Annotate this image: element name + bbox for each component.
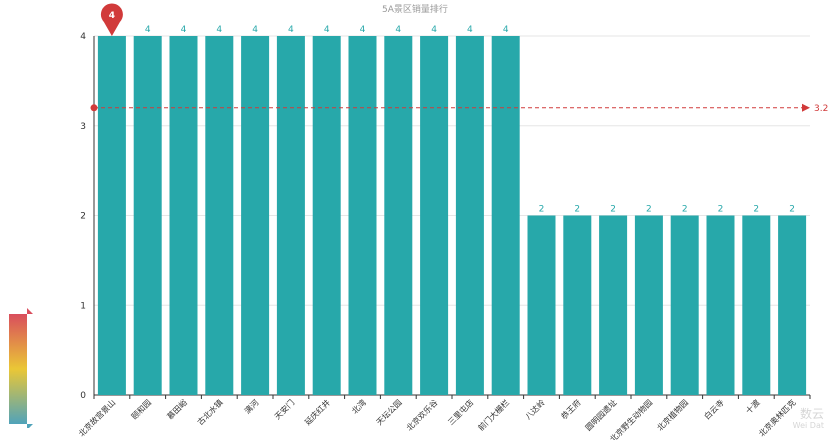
data-label: 2 — [789, 205, 795, 215]
chart-title: 5A景区销量排行 — [382, 5, 448, 15]
bar — [527, 215, 556, 395]
bar — [599, 215, 628, 395]
category-label: 漓河 — [242, 397, 260, 415]
data-label: 4 — [288, 25, 294, 35]
data-label: 4 — [252, 25, 258, 35]
data-label: 4 — [467, 25, 473, 35]
category-label: 八达岭 — [523, 397, 547, 421]
category-label: 颐和园 — [130, 398, 153, 421]
data-label: 2 — [682, 205, 688, 215]
category-label: 三里屯店 — [446, 397, 476, 427]
data-label: 2 — [539, 205, 545, 215]
watermark: 数云 Wei Dat — [793, 408, 824, 432]
bar — [348, 36, 377, 395]
data-label: 4 — [324, 25, 330, 35]
category-label: 圆明园遗址 — [583, 397, 618, 432]
y-tick-label: 2 — [80, 212, 86, 222]
category-label: 恭王府 — [559, 397, 583, 421]
bar — [742, 215, 771, 395]
data-label: 4 — [145, 25, 151, 35]
data-label: 4 — [360, 25, 366, 35]
category-label: 北湾 — [350, 397, 368, 415]
category-label: 延庆红井 — [302, 397, 332, 427]
bar — [169, 36, 198, 395]
visual-map-handle-top[interactable] — [27, 308, 33, 314]
visual-map-bar — [9, 314, 27, 424]
category-label: 慕田峪 — [165, 397, 189, 421]
bar — [670, 215, 699, 395]
data-label: 4 — [503, 25, 509, 35]
bar — [706, 215, 735, 395]
category-label: 十渡 — [743, 397, 761, 415]
y-tick-label: 4 — [80, 32, 86, 42]
category-label: 北京奥林匹克 — [757, 397, 798, 438]
bar — [133, 36, 162, 395]
bar — [97, 36, 126, 395]
watermark-line1: 数云 — [799, 407, 824, 421]
category-label: 前门大栅栏 — [476, 397, 511, 432]
mark-line-start — [90, 104, 98, 112]
category-label: 天坛公园 — [374, 397, 404, 427]
visual-map-handle-bottom[interactable] — [27, 424, 33, 430]
bar — [420, 36, 449, 395]
watermark-line2: Wei Dat — [792, 421, 824, 430]
bar — [276, 36, 305, 395]
y-tick-label: 1 — [80, 301, 86, 311]
mark-line-label: 3.2 — [814, 104, 828, 114]
bar — [384, 36, 413, 395]
data-label: 2 — [753, 205, 759, 215]
category-label: 北京故宫景山 — [76, 397, 117, 438]
data-label: 4 — [431, 25, 437, 35]
bar — [205, 36, 234, 395]
bar — [455, 36, 484, 395]
data-label: 2 — [646, 205, 652, 215]
category-label: 北京欢乐谷 — [404, 397, 439, 432]
data-label: 2 — [718, 205, 724, 215]
data-label: 2 — [574, 205, 580, 215]
category-label: 白云寺 — [702, 397, 726, 421]
category-label: 古北水镇 — [195, 397, 225, 427]
mark-point-pin — [100, 3, 123, 37]
y-tick-label: 0 — [80, 391, 86, 401]
data-label: 2 — [610, 205, 616, 215]
bar — [312, 36, 341, 395]
bar — [563, 215, 592, 395]
mark-line-arrow — [802, 103, 810, 112]
data-label: 4 — [216, 25, 222, 35]
data-label: 4 — [181, 25, 187, 35]
visual-map-legend[interactable] — [9, 308, 33, 430]
bar — [778, 215, 807, 395]
category-label: 天安门 — [272, 397, 296, 421]
mark-point-label: 4 — [109, 11, 115, 21]
data-label: 4 — [395, 25, 401, 35]
bar — [241, 36, 270, 395]
y-tick-label: 3 — [80, 122, 86, 132]
bar — [634, 215, 663, 395]
category-label: 北京植物园 — [655, 397, 690, 432]
bar — [491, 36, 520, 395]
